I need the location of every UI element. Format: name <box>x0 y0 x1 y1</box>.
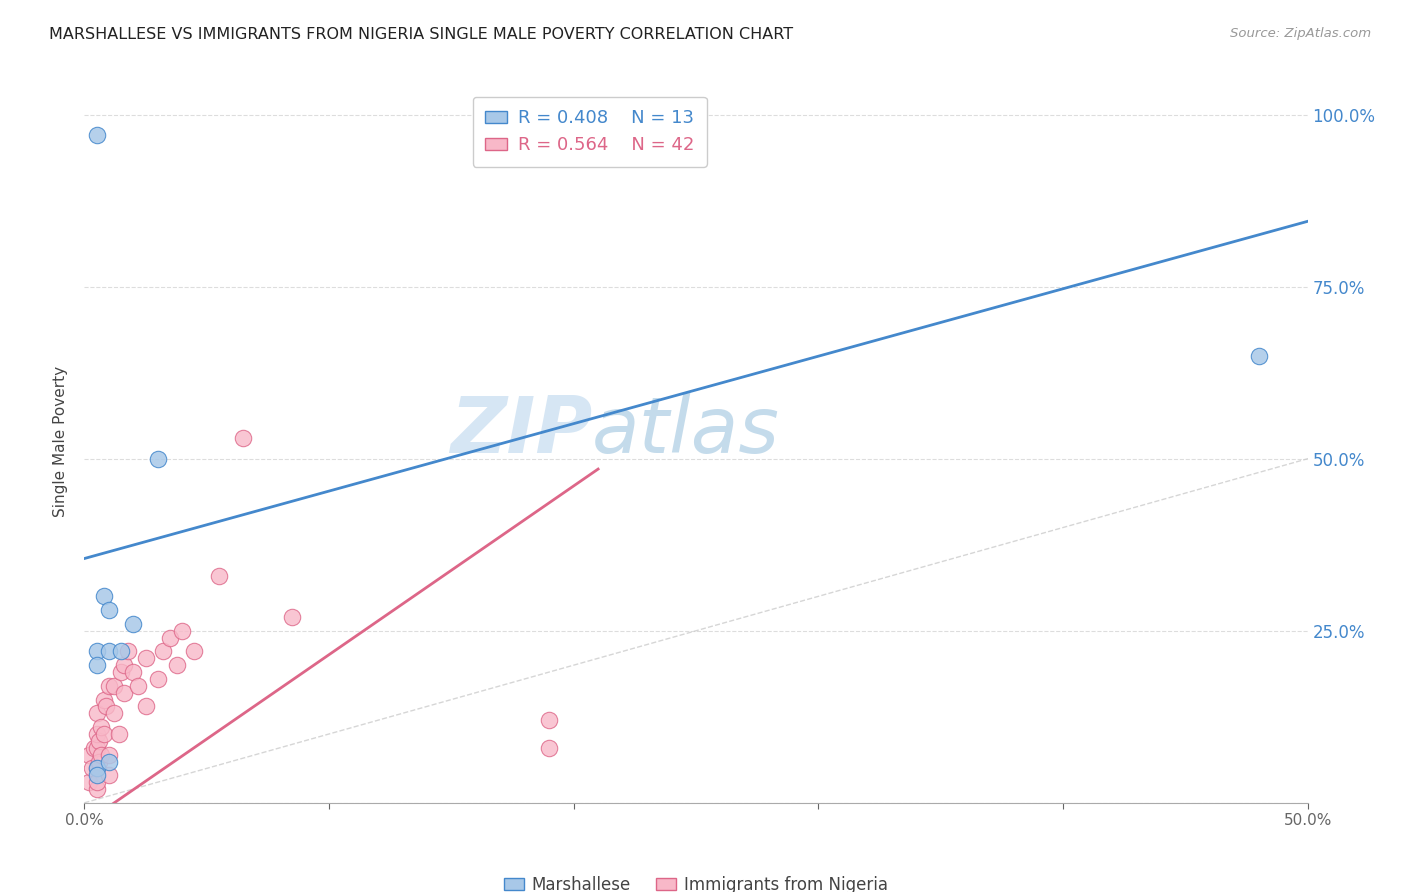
Point <box>97 768 120 782</box>
Point <box>80 761 103 775</box>
Point <box>86 658 108 673</box>
Point <box>86 727 108 741</box>
Point <box>86 768 108 782</box>
Point <box>117 644 139 658</box>
Point <box>146 451 169 466</box>
Point <box>86 761 108 775</box>
Point <box>110 665 132 679</box>
Point <box>97 679 120 693</box>
Point <box>183 644 205 658</box>
Point <box>77 747 100 762</box>
Point <box>86 775 108 789</box>
Point <box>232 431 254 445</box>
Text: Source: ZipAtlas.com: Source: ZipAtlas.com <box>1230 27 1371 40</box>
Point <box>103 679 125 693</box>
Legend: Marshallese, Immigrants from Nigeria: Marshallese, Immigrants from Nigeria <box>496 869 896 892</box>
Point <box>146 672 169 686</box>
Point <box>159 631 181 645</box>
Point <box>172 624 194 638</box>
Point <box>135 651 157 665</box>
Point <box>97 747 120 762</box>
Point <box>538 713 561 727</box>
Point <box>112 658 135 673</box>
Point <box>86 761 108 775</box>
Point <box>127 679 149 693</box>
Point <box>208 568 231 582</box>
Point <box>97 603 120 617</box>
Point <box>87 734 110 748</box>
Point <box>83 740 105 755</box>
Point <box>90 720 112 734</box>
Point <box>93 590 115 604</box>
Point <box>122 665 145 679</box>
Point <box>90 747 112 762</box>
Text: atlas: atlas <box>592 392 780 468</box>
Point <box>77 775 100 789</box>
Point <box>86 782 108 797</box>
Point <box>86 740 108 755</box>
Point <box>87 755 110 769</box>
Point <box>112 686 135 700</box>
Point <box>86 644 108 658</box>
Point <box>1247 349 1270 363</box>
Point <box>107 727 129 741</box>
Point <box>122 616 145 631</box>
Y-axis label: Single Male Poverty: Single Male Poverty <box>53 366 69 517</box>
Point <box>97 644 120 658</box>
Text: ZIP: ZIP <box>450 392 592 468</box>
Point <box>86 128 108 143</box>
Point <box>135 699 157 714</box>
Point <box>93 692 115 706</box>
Point <box>281 610 304 624</box>
Point <box>110 644 132 658</box>
Point <box>103 706 125 721</box>
Point <box>152 644 174 658</box>
Point <box>97 755 120 769</box>
Point <box>96 699 118 714</box>
Text: MARSHALLESE VS IMMIGRANTS FROM NIGERIA SINGLE MALE POVERTY CORRELATION CHART: MARSHALLESE VS IMMIGRANTS FROM NIGERIA S… <box>49 27 793 42</box>
Point <box>166 658 188 673</box>
Point <box>538 740 561 755</box>
Point <box>86 706 108 721</box>
Point <box>93 727 115 741</box>
